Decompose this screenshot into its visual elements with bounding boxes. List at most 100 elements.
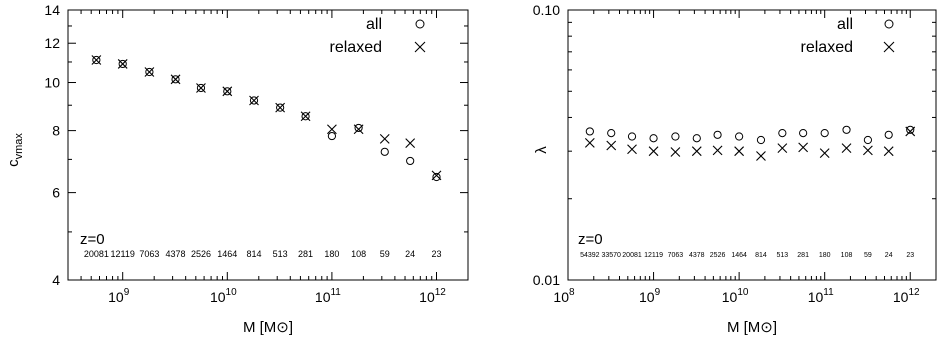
data-point-all [327, 131, 337, 141]
halo-count-label: 4378 [689, 252, 705, 259]
data-point-relaxed-stroke-b [275, 102, 286, 113]
data-point-all [171, 75, 180, 84]
halo-count-label: 12119 [111, 249, 135, 259]
x-tick-label-base: 10 [722, 289, 738, 305]
y-axis-label: λ [533, 146, 550, 154]
data-point-all [249, 96, 259, 105]
redshift-annotation: z=0 [578, 231, 603, 248]
legend-marker-cross [883, 41, 895, 53]
data-point-relaxed-stroke-b [170, 74, 181, 85]
data-point-relaxed-stroke-b [756, 151, 766, 161]
data-point-relaxed-stroke-b [670, 147, 681, 157]
data-point-all [627, 132, 637, 141]
data-point-relaxed-stroke-b [91, 55, 102, 65]
data-point-relaxed-stroke-b [734, 146, 745, 157]
data-point-relaxed-stroke-b [353, 124, 364, 135]
data-point-all [863, 135, 873, 145]
halo-count-label: 108 [351, 249, 366, 259]
x-axis-label: M [M⊙] [243, 319, 293, 336]
data-point-relaxed-stroke-b [819, 148, 830, 159]
data-point-all [92, 55, 101, 65]
data-point-relaxed-stroke-b [327, 124, 337, 135]
data-point-relaxed-stroke-b [249, 95, 259, 106]
data-point-relaxed-stroke-b [648, 146, 659, 157]
data-point-relaxed [905, 126, 916, 137]
x-tick-label-exponent: 12 [435, 287, 447, 298]
halo-count-label: 513 [776, 252, 788, 259]
data-point-all [671, 132, 680, 141]
data-point-relaxed [144, 67, 155, 77]
x-tick-label-base: 10 [893, 289, 909, 305]
x-tick-label: 1010 [210, 287, 237, 305]
legend-label-all: all [837, 16, 853, 33]
data-point-relaxed-stroke-b [117, 59, 128, 69]
data-point-relaxed-stroke-b [841, 143, 852, 153]
x-tick-label: 1010 [722, 287, 749, 305]
x-axis-label: M [M⊙] [727, 319, 777, 336]
data-point-all [406, 156, 415, 166]
legend-marker-cross [414, 41, 426, 53]
halo-count-label: 281 [298, 249, 313, 259]
halo-count-label: 513 [273, 249, 288, 259]
data-point-relaxed [327, 124, 337, 135]
data-point-all [432, 172, 441, 182]
data-point-relaxed-stroke-b [777, 143, 788, 153]
data-point-relaxed [627, 144, 637, 155]
x-tick-label-base: 10 [419, 289, 435, 305]
y-tick-label: 10 [44, 75, 60, 91]
data-point-relaxed [222, 86, 233, 97]
halo-count-label: 20081 [84, 249, 109, 259]
data-point-relaxed-stroke-b [798, 142, 809, 153]
halo-count-label: 1464 [217, 249, 237, 259]
data-point-relaxed-stroke-b [222, 86, 233, 97]
data-point-relaxed [606, 140, 617, 151]
legend-marker-cross-stroke-b [883, 41, 895, 53]
halo-count-label: 2526 [710, 252, 726, 259]
data-point-relaxed [648, 146, 659, 157]
legend-marker-circle [415, 19, 425, 29]
x-tick-label-base: 10 [315, 289, 331, 305]
x-tick-label: 108 [553, 287, 575, 305]
data-point-relaxed [170, 74, 181, 85]
data-point-all [380, 147, 389, 156]
data-point-relaxed-stroke-b [584, 137, 595, 148]
x-tick-label-exponent: 11 [330, 287, 341, 298]
data-point-relaxed [196, 83, 206, 93]
data-point-relaxed-stroke-b [196, 83, 206, 93]
redshift-annotation: z=0 [80, 231, 105, 248]
data-point-relaxed [883, 146, 894, 157]
data-point-all [713, 130, 722, 139]
halo-count-label: 33570 [601, 252, 621, 259]
data-point-all [223, 87, 232, 96]
x-tick-label-exponent: 10 [737, 287, 749, 298]
data-point-all [649, 134, 658, 143]
halo-count-label: 7063 [139, 249, 159, 259]
halo-count-label: 54392 [580, 252, 600, 259]
x-tick-label-exponent: 9 [124, 287, 130, 298]
data-point-all [692, 134, 701, 143]
data-point-relaxed-stroke-b [379, 133, 390, 144]
x-tick-label: 109 [639, 287, 661, 305]
data-point-all [884, 130, 893, 139]
y-axis-label-subscript: vmax [13, 133, 25, 160]
data-point-all [276, 103, 285, 112]
data-point-relaxed [712, 145, 723, 156]
data-point-relaxed-stroke-b [905, 126, 916, 137]
legend-marker-cross-stroke-b [414, 41, 426, 53]
x-tick-label-exponent: 8 [569, 287, 575, 298]
halo-count-label: 59 [380, 249, 390, 259]
halo-count-label: 1464 [731, 252, 747, 259]
y-tick-label: 14 [44, 2, 60, 18]
plot-frame [67, 9, 469, 281]
x-tick-label-exponent: 12 [908, 287, 920, 298]
data-point-all [118, 59, 127, 69]
x-tick-label-exponent: 10 [226, 287, 238, 298]
data-point-relaxed [353, 124, 364, 135]
halo-count-label: 814 [246, 249, 261, 259]
halo-count-label: 281 [797, 252, 809, 259]
data-point-relaxed [777, 143, 788, 153]
halo-count-label: 814 [755, 252, 767, 259]
